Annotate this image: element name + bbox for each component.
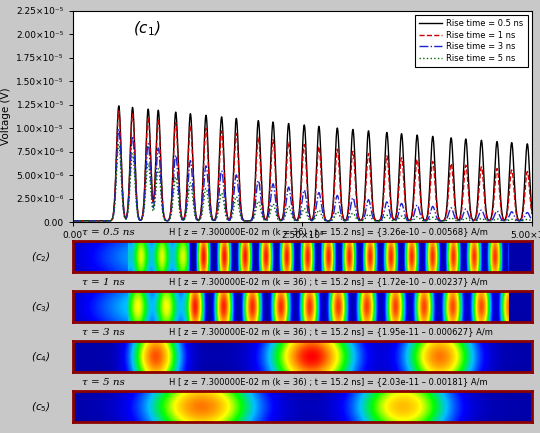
- Rise time = 5 ns: [435, 218, 441, 223]
- Rise time = 1 ns: [236, 178, 242, 183]
- Rise time = 0.5 ns: [116, 103, 122, 108]
- Text: H [ z = 7.300000E-02 m (k = 36) ; t = 15.2 ns] = {1.95e-11 – 0.000627} A/m: H [ z = 7.300000E-02 m (k = 36) ; t = 15…: [170, 327, 493, 336]
- Rise time = 1 ns: [93, 218, 99, 223]
- Rise time = 5 ns: [93, 218, 99, 223]
- Rise time = 0.5 ns: [361, 197, 368, 203]
- Rise time = 0.5 ns: [341, 217, 348, 223]
- Line: Rise time = 1 ns: Rise time = 1 ns: [73, 111, 532, 221]
- Rise time = 3 ns: [341, 218, 348, 223]
- Rise time = 3 ns: [70, 218, 76, 223]
- Line: Rise time = 5 ns: Rise time = 5 ns: [73, 144, 532, 221]
- Rise time = 1 ns: [341, 218, 348, 223]
- Rise time = 5 ns: [410, 217, 416, 223]
- Rise time = 3 ns: [529, 217, 535, 222]
- Y-axis label: (c$_3$): (c$_3$): [31, 300, 51, 313]
- Text: (c$_1$): (c$_1$): [133, 19, 161, 38]
- Rise time = 1 ns: [435, 213, 441, 218]
- Rise time = 0.5 ns: [236, 171, 242, 176]
- Rise time = 3 ns: [410, 215, 416, 220]
- Rise time = 5 ns: [236, 207, 242, 212]
- Rise time = 5 ns: [70, 218, 76, 223]
- Rise time = 1 ns: [361, 203, 368, 208]
- Rise time = 3 ns: [236, 197, 242, 202]
- Text: τ = 0.5 ns: τ = 0.5 ns: [82, 227, 135, 236]
- Rise time = 5 ns: [341, 218, 348, 223]
- Rise time = 3 ns: [93, 218, 99, 223]
- Rise time = 0.5 ns: [435, 210, 441, 216]
- Text: τ = 5 ns: τ = 5 ns: [82, 377, 125, 386]
- Rise time = 1 ns: [116, 108, 122, 113]
- Rise time = 3 ns: [435, 217, 441, 222]
- Y-axis label: (c$_5$): (c$_5$): [31, 400, 51, 414]
- Legend: Rise time = 0.5 ns, Rise time = 1 ns, Rise time = 3 ns, Rise time = 5 ns: Rise time = 0.5 ns, Rise time = 1 ns, Ri…: [415, 15, 528, 67]
- Rise time = 5 ns: [529, 218, 535, 223]
- Text: τ = 1 ns: τ = 1 ns: [82, 278, 125, 286]
- Y-axis label: Voltage (V): Voltage (V): [1, 88, 11, 145]
- Rise time = 0.5 ns: [529, 208, 535, 213]
- Rise time = 0.5 ns: [410, 198, 416, 204]
- Y-axis label: (c$_2$): (c$_2$): [31, 250, 51, 264]
- X-axis label: Frequency (Hz): Frequency (Hz): [264, 246, 341, 256]
- Text: H [ z = 7.300000E-02 m (k = 36) ; t = 15.2 ns] = {1.72e-10 – 0.00237} A/m: H [ z = 7.300000E-02 m (k = 36) ; t = 15…: [170, 278, 488, 286]
- Text: H [ z = 7.300000E-02 m (k = 36) ; t = 15.2 ns] = {3.26e-10 – 0.00568} A/m: H [ z = 7.300000E-02 m (k = 36) ; t = 15…: [170, 227, 488, 236]
- Rise time = 0.5 ns: [70, 218, 76, 223]
- Rise time = 1 ns: [410, 204, 416, 209]
- Text: H [ z = 7.300000E-02 m (k = 36) ; t = 15.2 ns] = {2.03e-11 – 0.00181} A/m: H [ z = 7.300000E-02 m (k = 36) ; t = 15…: [170, 377, 488, 386]
- Rise time = 3 ns: [361, 213, 368, 219]
- Rise time = 3 ns: [116, 126, 122, 132]
- Rise time = 5 ns: [116, 142, 122, 147]
- Y-axis label: (c$_4$): (c$_4$): [31, 350, 51, 364]
- Rise time = 5 ns: [361, 217, 368, 222]
- Rise time = 1 ns: [529, 212, 535, 217]
- Text: τ = 3 ns: τ = 3 ns: [82, 327, 125, 336]
- Rise time = 1 ns: [70, 218, 76, 223]
- Line: Rise time = 3 ns: Rise time = 3 ns: [73, 129, 532, 221]
- Line: Rise time = 0.5 ns: Rise time = 0.5 ns: [73, 106, 532, 221]
- Rise time = 0.5 ns: [93, 218, 99, 223]
